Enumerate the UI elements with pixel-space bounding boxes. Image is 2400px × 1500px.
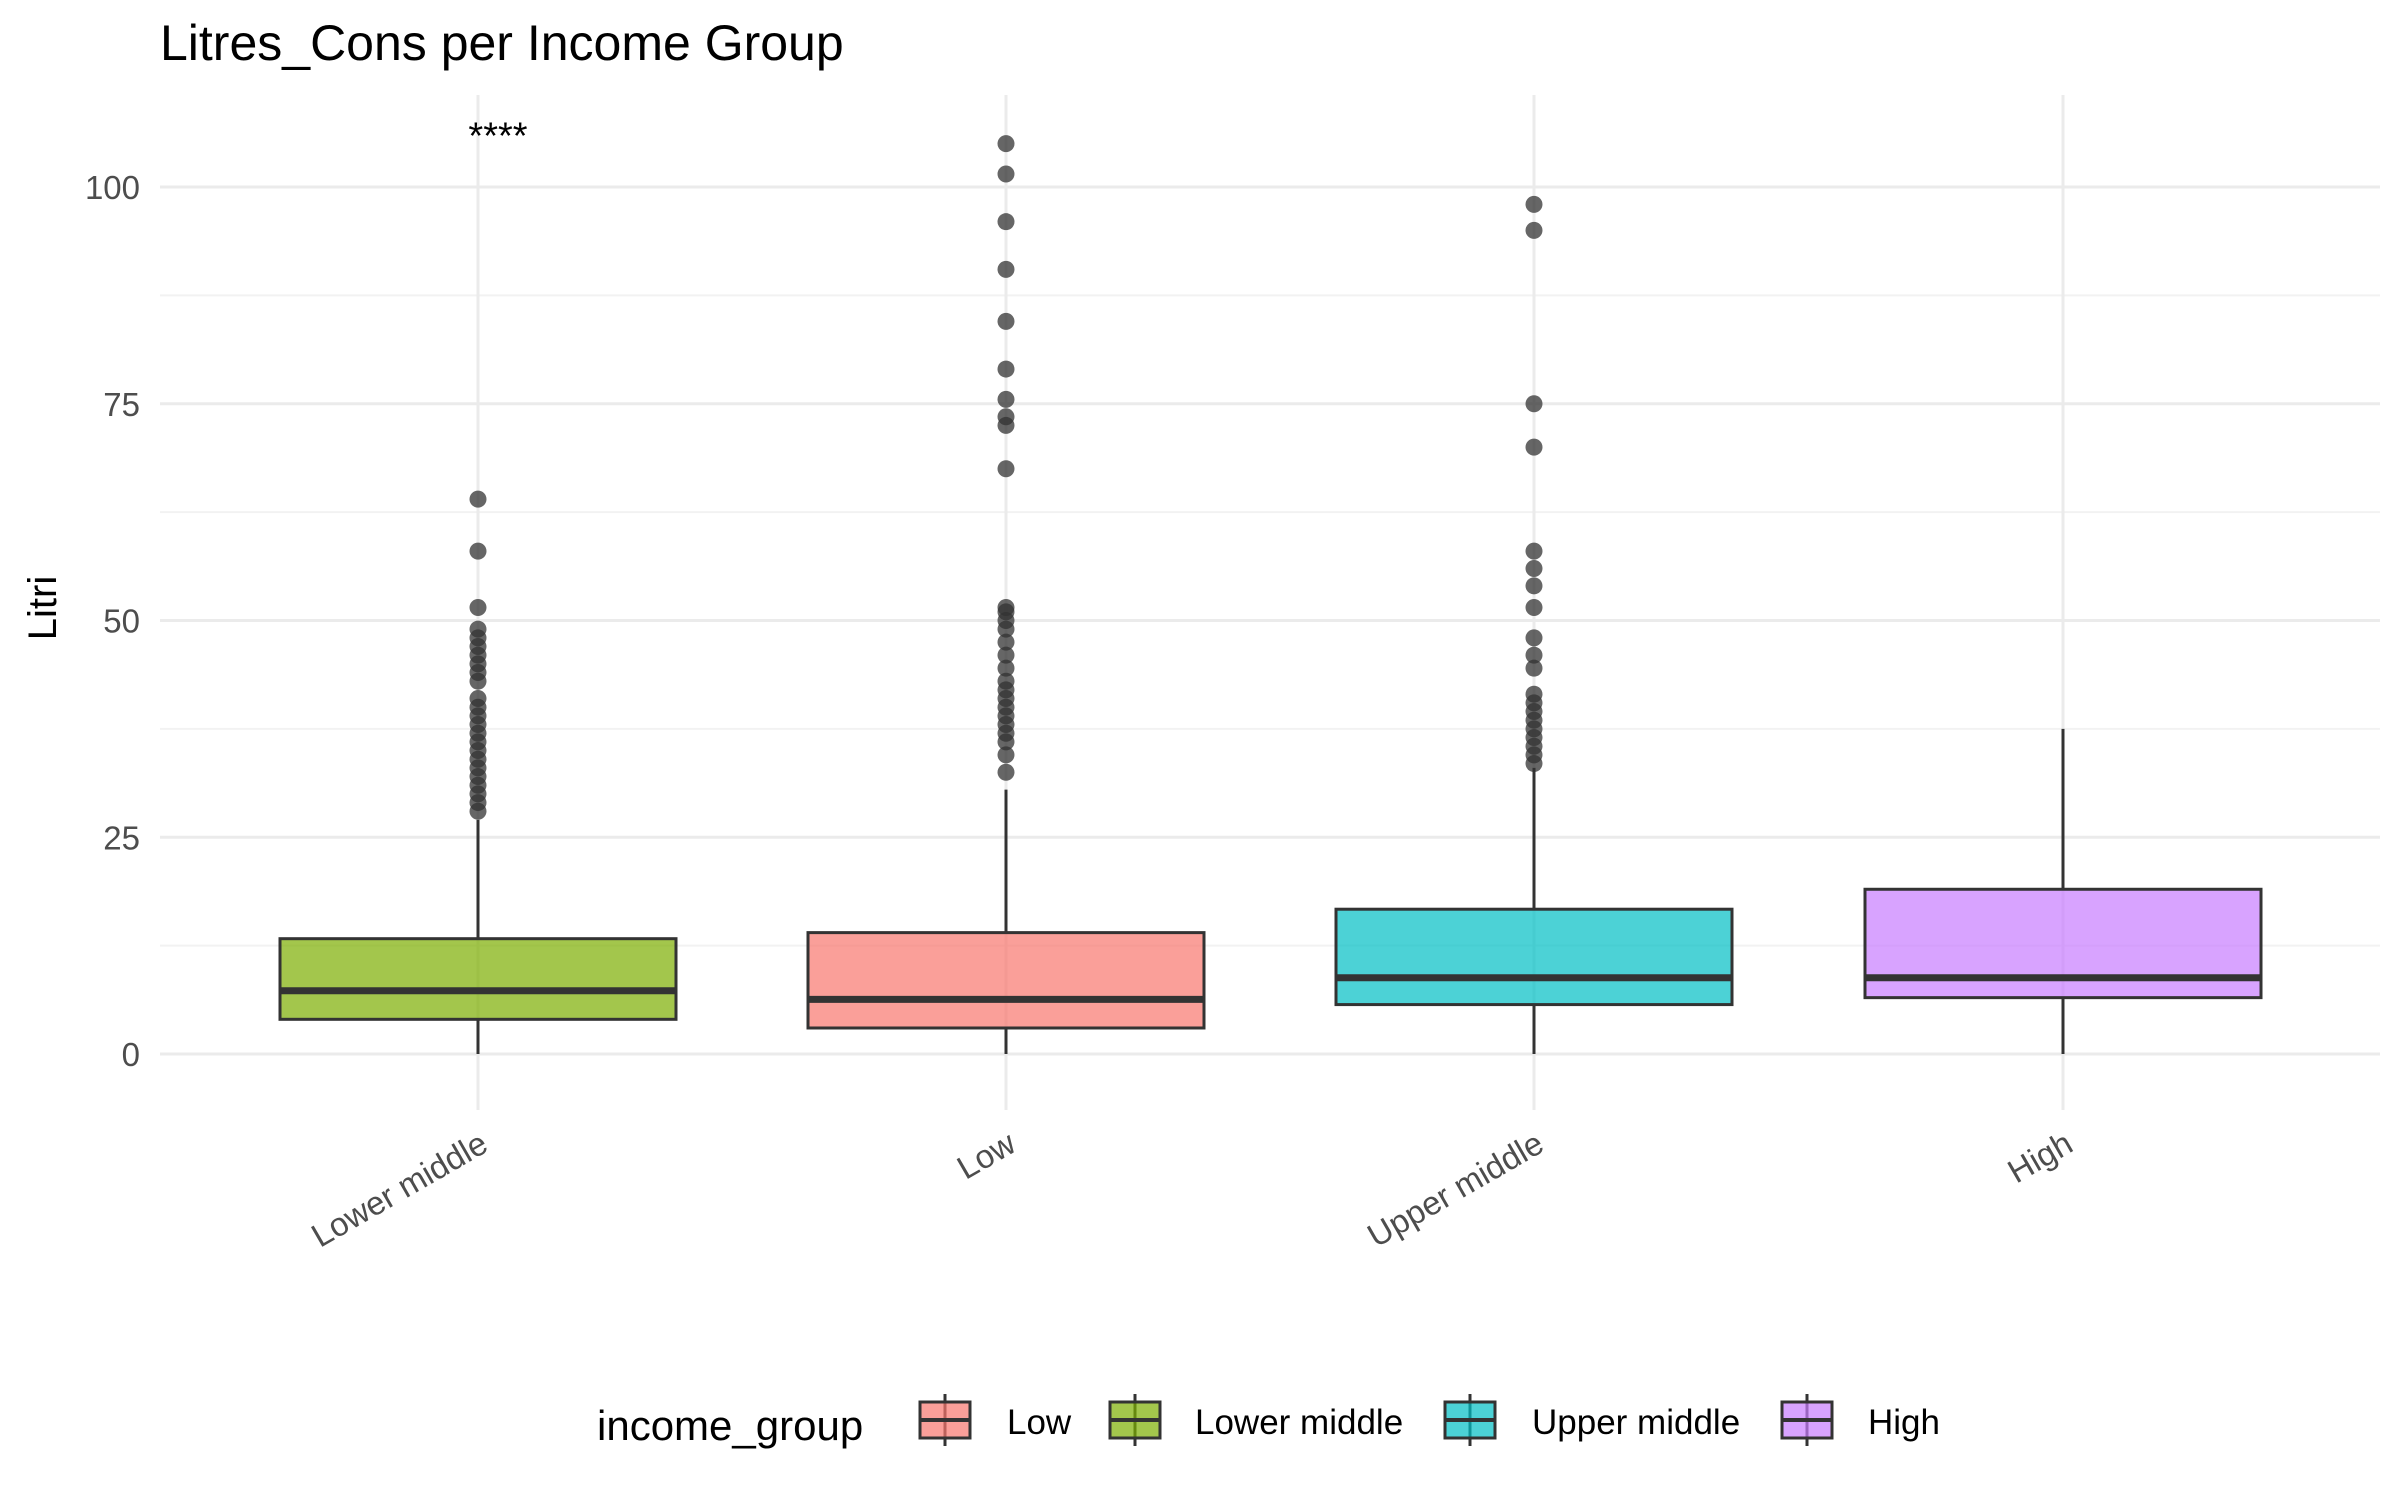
x-tick-label: Low bbox=[951, 1124, 1022, 1186]
legend: income_group Low Lower middle Upper middle… bbox=[597, 1394, 1940, 1449]
outlier-point bbox=[997, 763, 1015, 781]
outlier-point bbox=[1525, 629, 1543, 647]
y-tick-label: 25 bbox=[103, 819, 140, 856]
legend-label: Lower middle bbox=[1195, 1403, 1403, 1442]
y-tick-label: 75 bbox=[103, 386, 140, 423]
outlier-point bbox=[997, 260, 1015, 278]
outlier-point bbox=[1525, 195, 1543, 213]
outlier-point bbox=[997, 746, 1015, 764]
outlier-point bbox=[997, 312, 1015, 330]
y-tick-label: 50 bbox=[103, 603, 140, 640]
legend-label: Low bbox=[1007, 1403, 1072, 1442]
chart-title: Litres_Cons per Income Group bbox=[160, 15, 844, 71]
outlier-point bbox=[469, 620, 487, 638]
outlier-point bbox=[469, 490, 487, 508]
outlier-point bbox=[1525, 395, 1543, 413]
boxplot-high bbox=[1863, 728, 2263, 1054]
outlier-point bbox=[469, 690, 487, 708]
outlier-point bbox=[997, 460, 1015, 478]
outlier-point bbox=[997, 659, 1015, 677]
outlier-point bbox=[997, 672, 1015, 690]
outlier-point bbox=[997, 213, 1015, 231]
legend-item-high: High bbox=[1780, 1394, 1940, 1446]
outlier-point bbox=[997, 646, 1015, 664]
outlier-point bbox=[1525, 542, 1543, 560]
x-tick-label: Upper middle bbox=[1361, 1124, 1549, 1254]
outlier-point bbox=[1525, 559, 1543, 577]
y-tick-label: 0 bbox=[122, 1036, 140, 1073]
legend-label: Upper middle bbox=[1532, 1403, 1740, 1442]
boxplot-lower-middle bbox=[278, 490, 678, 1054]
outlier-point bbox=[1525, 221, 1543, 239]
outlier-point bbox=[997, 360, 1015, 378]
box bbox=[278, 937, 678, 1021]
outlier-point bbox=[997, 165, 1015, 183]
outlier-point bbox=[997, 633, 1015, 651]
boxplots bbox=[278, 135, 2263, 1054]
legend-item-low: Low bbox=[918, 1394, 1072, 1446]
outlier-point bbox=[1525, 685, 1543, 703]
legend-label: High bbox=[1868, 1403, 1940, 1442]
box bbox=[806, 931, 1206, 1030]
box bbox=[1863, 887, 2263, 1000]
y-axis-title: Litri bbox=[21, 576, 65, 640]
outlier-point bbox=[469, 598, 487, 616]
legend-item-upper-middle: Upper middle bbox=[1443, 1394, 1740, 1446]
outlier-point bbox=[1525, 438, 1543, 456]
outlier-point bbox=[997, 408, 1015, 426]
outlier-point bbox=[997, 390, 1015, 408]
outlier-point bbox=[469, 542, 487, 560]
box bbox=[1334, 907, 1734, 1007]
x-tick-label: High bbox=[2001, 1124, 2078, 1190]
outlier-point bbox=[1525, 646, 1543, 664]
legend-item-lower-middle: Lower middle bbox=[1108, 1394, 1403, 1446]
boxplot-low bbox=[806, 135, 1206, 1054]
outlier-point bbox=[1525, 577, 1543, 595]
outlier-point bbox=[1525, 598, 1543, 616]
outlier-point bbox=[997, 598, 1015, 616]
boxplot-upper-middle bbox=[1334, 195, 1734, 1054]
axis-ticks: 0 25 50 75 100 Lower middle Low Upper middle Hig… bbox=[85, 169, 2079, 1254]
outlier-point bbox=[997, 135, 1015, 153]
outlier-point bbox=[1525, 659, 1543, 677]
x-tick-label: Lower middle bbox=[305, 1124, 493, 1254]
legend-title: income_group bbox=[597, 1402, 863, 1449]
y-tick-label: 100 bbox=[85, 169, 140, 206]
significance-annotation: **** bbox=[468, 115, 527, 157]
